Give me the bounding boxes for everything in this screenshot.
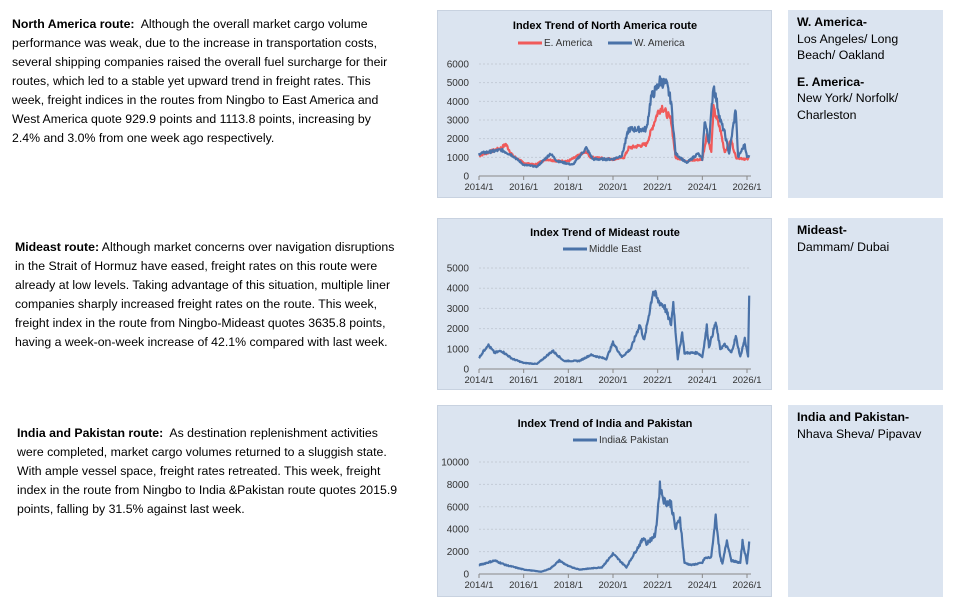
x-tick-label: 2024/1 <box>688 580 717 591</box>
region-label: India and Pakistan- <box>797 410 910 424</box>
x-tick-label: 2024/1 <box>688 182 717 193</box>
region-label: Mideast- <box>797 223 847 237</box>
x-tick-label: 2022/1 <box>643 580 672 591</box>
chart-title: Index Trend of North America route <box>513 20 697 32</box>
y-tick-label: 5000 <box>447 264 470 275</box>
y-tick-label: 3000 <box>447 116 470 127</box>
x-tick-label: 2016/1 <box>509 182 538 193</box>
section-body: Although the overall market cargo volume… <box>12 17 388 145</box>
north-america-chart: Index Trend of North America route E. Ame… <box>437 10 772 198</box>
india-pakistan-chart: Index Trend of India and Pakistan India& … <box>437 405 772 597</box>
x-tick-label: 2016/1 <box>509 375 538 386</box>
x-tick-label: 2018/1 <box>554 375 583 386</box>
chart-title: Index Trend of India and Pakistan <box>518 418 693 430</box>
section-body: Although market concerns over navigation… <box>15 240 395 349</box>
y-tick-label: 0 <box>463 172 469 183</box>
port-list: Dammam/ Dubai <box>797 239 890 254</box>
x-tick-label: 2016/1 <box>509 580 538 591</box>
y-tick-label: 8000 <box>447 480 470 491</box>
section-body: As destination replenishment activities … <box>17 426 398 516</box>
legend-label: Middle East <box>589 244 641 255</box>
x-tick-label: 2026/1 <box>732 182 761 193</box>
y-tick-label: 5000 <box>447 78 470 89</box>
x-tick-label: 2014/1 <box>464 182 493 193</box>
y-tick-label: 1000 <box>447 153 470 164</box>
legend-label: India& Pakistan <box>599 435 669 446</box>
x-tick-label: 2022/1 <box>643 375 672 386</box>
y-tick-label: 3000 <box>447 304 470 315</box>
y-tick-label: 0 <box>463 365 469 376</box>
mideast-paragraph: Mideast route: Although market concerns … <box>15 238 405 352</box>
port-list: Los Angeles/ Long Beach/ Oakland <box>797 31 899 63</box>
section-heading: Mideast route: <box>15 240 100 254</box>
x-tick-label: 2020/1 <box>598 375 627 386</box>
x-tick-label: 2020/1 <box>598 580 627 591</box>
x-tick-label: 2026/1 <box>732 375 761 386</box>
section-heading: India and Pakistan route: <box>17 426 164 440</box>
series-line-w-america <box>477 75 751 169</box>
india-pakistan-ports: India and Pakistan- Nhava Sheva/ Pipavav <box>788 405 943 597</box>
y-tick-label: 4000 <box>447 284 470 295</box>
chart-title: Index Trend of Mideast route <box>530 227 680 239</box>
x-tick-label: 2020/1 <box>598 182 627 193</box>
region-label: W. America- <box>797 15 867 29</box>
y-tick-label: 2000 <box>447 324 470 335</box>
region-label: E. America- <box>797 74 865 89</box>
x-tick-label: 2014/1 <box>464 375 493 386</box>
port-list: New York/ Norfolk/ Charleston <box>797 91 899 122</box>
mideast-ports: Mideast- Dammam/ Dubai <box>788 218 943 390</box>
north-america-paragraph: North America route: Although the overal… <box>12 15 402 148</box>
y-tick-label: 10000 <box>441 458 469 469</box>
x-tick-label: 2024/1 <box>688 375 717 386</box>
y-tick-label: 4000 <box>447 97 470 108</box>
port-list: Nhava Sheva/ Pipavav <box>797 426 922 441</box>
y-tick-label: 0 <box>463 570 469 581</box>
north-america-ports: W. America- Los Angeles/ Long Beach/ Oakl… <box>788 10 943 198</box>
x-tick-label: 2026/1 <box>732 580 761 591</box>
legend-label: W. America <box>634 38 685 49</box>
y-tick-label: 1000 <box>447 344 470 355</box>
series-line-india-pakistan <box>478 480 751 573</box>
mideast-chart: Index Trend of Mideast route Middle East 0… <box>437 218 772 390</box>
x-tick-label: 2014/1 <box>464 580 493 591</box>
x-tick-label: 2022/1 <box>643 182 672 193</box>
series-line-middle-east <box>478 289 751 365</box>
y-tick-label: 4000 <box>447 525 470 536</box>
y-tick-label: 2000 <box>447 134 470 145</box>
x-tick-label: 2018/1 <box>554 182 583 193</box>
india-pakistan-paragraph: India and Pakistan route: As destination… <box>17 424 407 519</box>
y-tick-label: 2000 <box>447 547 470 558</box>
legend-label: E. America <box>544 38 593 49</box>
y-tick-label: 6000 <box>447 60 470 71</box>
x-tick-label: 2018/1 <box>554 580 583 591</box>
section-heading: North America route: <box>12 17 135 31</box>
y-tick-label: 6000 <box>447 502 470 513</box>
